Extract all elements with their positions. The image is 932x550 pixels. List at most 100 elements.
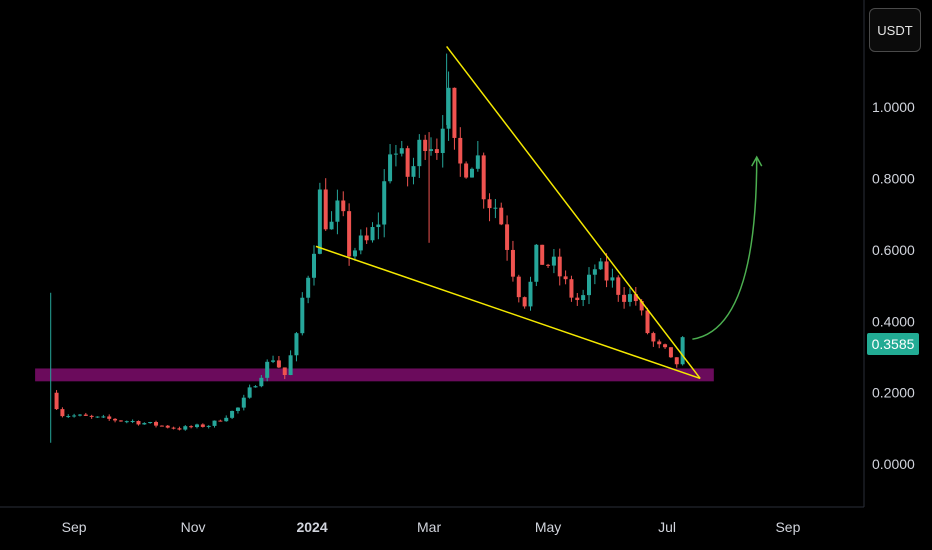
candle-body [399,148,404,154]
candle-body [663,344,668,348]
candle-body [382,181,387,225]
candle-body [95,416,100,418]
time-tick-label: Sep [62,519,87,535]
candle-body [83,414,88,416]
candle-body [130,421,135,423]
candle-body [411,166,416,177]
candle-body [300,297,305,334]
candle-body [282,367,287,376]
candle-body [60,409,65,417]
candle-body [253,386,258,388]
candle-body [569,279,574,298]
candle-body [592,269,597,275]
time-axis[interactable]: Sep Nov 2024 Mar May Jul Sep [62,519,801,535]
candle-body [124,421,129,423]
candle-body [469,168,474,178]
candle-body [651,333,656,342]
time-tick-label: Nov [181,519,206,535]
candle-body [475,155,480,169]
candle-body [587,274,592,296]
candle-body [212,420,217,426]
price-tick-label: 0.8000 [872,171,915,187]
candle-body [352,250,357,257]
candle-body [493,207,498,209]
candle-body [118,420,123,422]
candle-body [540,244,545,265]
candle-body [405,148,410,177]
candle-body [230,410,235,418]
candle-body [200,424,205,427]
time-tick-label: 2024 [296,519,327,535]
candle-body [610,277,615,281]
candle-body [446,87,451,129]
candle-body [505,224,510,250]
candle-body [452,87,457,138]
candle-body [306,277,311,298]
candle-body [598,261,603,270]
candle-body [142,423,147,425]
candle-body [622,294,627,302]
candle-body [668,347,673,358]
price-tick-label: 0.4000 [872,313,915,329]
candle-body [183,426,188,430]
candle-body [235,407,240,411]
candle-body [317,189,322,254]
support-zone-layer [35,368,714,382]
candle-body [516,276,521,298]
candle-body [247,387,252,398]
candle-body [499,207,504,225]
candle-body [674,357,679,365]
candle-body [458,137,463,164]
candle-body [616,277,621,295]
candle-body [347,211,352,257]
wedge-lower-trendline [315,245,701,380]
candle-body [312,253,317,278]
candle-body [148,422,153,424]
candle-body [481,155,486,200]
candle-body [165,425,170,428]
candle-body [423,139,428,151]
candle-body [604,261,609,281]
candle-body [575,297,580,301]
price-tick-label: 1.0000 [872,99,915,115]
candle-body [77,414,82,416]
candle-body [113,418,118,421]
projection-arrow [692,157,758,340]
candle-body [136,421,141,425]
candle-body [335,200,340,222]
candle-body [89,415,94,417]
candle-body [434,149,439,154]
candle-body [206,425,211,427]
time-tick-label: Jul [658,519,676,535]
candle-body [546,264,551,266]
candle-body [487,199,492,209]
candle-body [177,428,182,430]
candle-body [265,361,270,378]
candle-body [522,297,527,307]
candle-body [259,377,264,387]
candle-body [241,397,246,408]
candle-body [171,427,176,429]
candle-body [440,128,445,154]
candle-body [581,295,586,301]
candle-body [388,154,393,182]
candle-body [534,244,539,282]
currency-button[interactable]: USDT [869,8,921,52]
time-tick-label: May [535,519,561,535]
candle-body [429,149,434,151]
wedge-upper-trendline [446,45,701,379]
candle-body [72,415,77,417]
candle-body [194,424,199,428]
candle-body [528,281,533,307]
candle-body [370,227,375,241]
candle-body [376,224,381,228]
candle-body [323,189,328,230]
candle-body [154,422,159,426]
price-tick-label: 0.6000 [872,242,915,258]
candle-body [633,294,638,302]
candle-body [66,416,71,418]
candle-body [358,235,363,251]
candle-body [563,276,568,280]
